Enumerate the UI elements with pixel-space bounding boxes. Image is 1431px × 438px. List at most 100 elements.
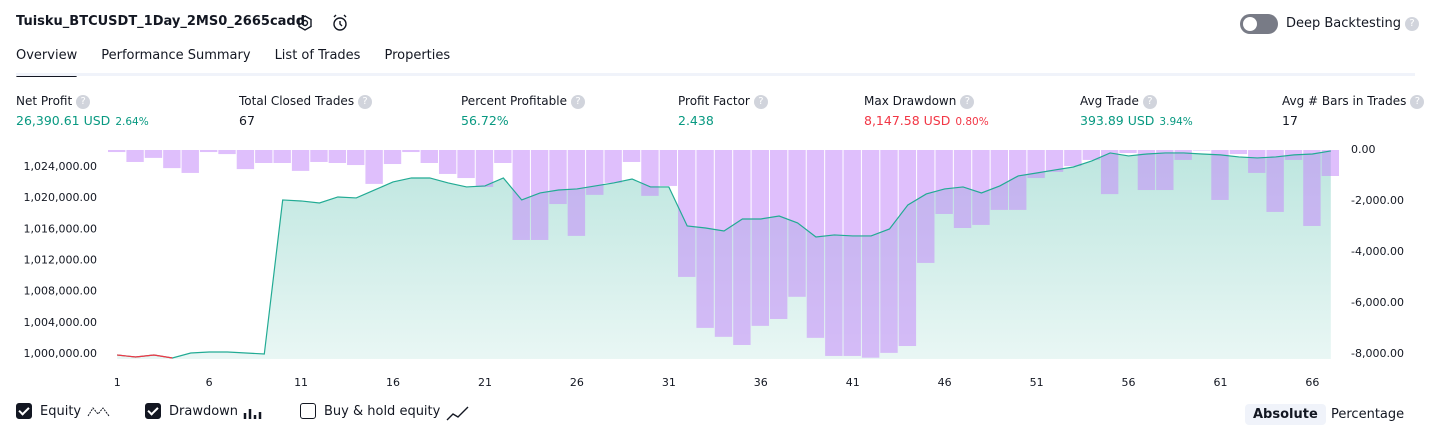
checkbox[interactable] [16,403,32,419]
y2-tick-label: -8,000.00 [1351,347,1404,360]
stat-percent: 0.80% [955,115,989,128]
stat-value-text: 393.89 USD [1080,112,1155,128]
drawdown-bar [181,150,199,173]
drawdown-bar [438,150,457,174]
x-tick-label: 61 [1213,376,1227,389]
x-tick-label: 21 [478,376,492,389]
tab[interactable]: Performance Summary [101,48,251,63]
stat-label-text: Max Drawdown [864,94,957,108]
help-icon[interactable]: ? [1405,16,1420,31]
stat-label: Net Profit? [16,94,149,109]
drawdown-bar [1027,150,1045,179]
drawdown-bar [236,150,255,170]
stat-label: Total Closed Trades? [239,94,373,109]
drawdown-bar [457,150,475,179]
x-tick-label: 66 [1305,376,1319,389]
drawdown-bar [1100,150,1119,195]
drawdown-bar [1009,150,1027,210]
drawdown-bar [549,150,567,205]
drawdown-bar [935,150,953,214]
y-tick-label: 1,016,000.00 [24,222,97,235]
legend-label: Drawdown [169,403,239,419]
y2-tick-label: 0.00 [1351,143,1376,156]
checkbox[interactable] [300,403,316,419]
tabs: Overview Performance Summary List of Trade… [16,48,451,77]
stat-label: Avg Trade? [1080,94,1193,109]
legend-item[interactable]: Buy & hold equity [300,403,440,419]
drawdown-bar [218,150,236,155]
drawdown-bar [1064,150,1082,167]
tab[interactable]: Overview [16,48,78,77]
stat-percent: 3.94% [1159,115,1193,128]
drawdown-bar [1248,150,1266,173]
drawdown-bar [696,150,714,328]
tab[interactable]: List of Trades [274,48,361,63]
y2-tick-label: -2,000.00 [1351,194,1404,207]
drawdown-bar [769,150,788,319]
drawdown-bar [420,150,438,163]
help-icon[interactable]: ? [358,94,373,109]
drawdown-bar [328,150,347,163]
drawdown-bar [144,150,163,158]
help-icon[interactable]: ? [1142,94,1157,109]
drawdown-bar [273,150,291,163]
legend-label: Buy & hold equity [324,403,441,419]
stat-label-text: Net Profit [16,94,73,108]
help-icon[interactable]: ? [960,94,975,109]
drawdown-bar [291,150,310,171]
drawdown-bar [310,150,328,162]
help-icon[interactable]: ? [570,94,585,109]
drawdown-bar [880,150,898,353]
drawdown-bar [255,150,273,163]
y-tick-label: 1,008,000.00 [24,285,97,298]
drawdown-bar [567,150,586,236]
stat: Avg # Bars in Trades? 17 [1282,94,1425,128]
stat-value: 8,147.58 USD 0.80% [864,113,989,128]
strategy-title: Tuisku_BTCUSDT_1Day_2MS0_2665cadd [16,14,306,29]
drawdown-bar [1266,150,1284,212]
drawdown-bar [751,150,769,326]
drawdown-bar [622,150,641,162]
help-icon[interactable]: ? [753,94,768,109]
stat-label: Max Drawdown? [864,94,989,109]
drawdown-bar [604,150,622,183]
legend-item[interactable]: Equity [16,403,81,419]
drawdown-bar [402,150,420,153]
legend-item[interactable]: Drawdown [145,403,238,419]
deep-backtesting-toggle[interactable] [1240,14,1278,34]
stat-label-text: Avg Trade [1080,94,1139,108]
drawdown-bar [586,150,604,195]
drawdown-bar [512,150,530,240]
stat: Percent Profitable? 56.72% [461,94,585,128]
stat: Total Closed Trades? 67 [239,94,373,128]
legend-label: Equity [40,403,82,419]
drawdown-bar [1321,150,1339,176]
mode-button[interactable]: Percentage [1331,407,1405,422]
drawdown-bar [678,150,696,277]
help-icon[interactable]: ? [76,94,91,109]
drawdown-bar [1156,150,1174,191]
tab[interactable]: Properties [384,48,451,63]
drawdown-bar [1137,150,1156,191]
stat-value-text: 26,390.61 USD [16,112,111,128]
drawdown-bar [659,150,678,186]
x-tick-label: 46 [938,376,952,389]
stat-value-text: 67 [239,112,255,128]
drawdown-bar [475,150,494,187]
drawdown-bar [714,150,733,337]
drawdown-bar [108,150,126,153]
drawdown-bar [1229,150,1248,155]
drawdown-bar [1303,150,1321,226]
y-tick-label: 1,004,000.00 [24,316,97,329]
drawdown-bar [953,150,972,228]
drawdown-bar [1045,150,1064,172]
stat-label: Avg # Bars in Trades? [1282,94,1425,109]
stat-value: 56.72% [461,113,585,128]
help-icon[interactable]: ? [1410,94,1425,109]
checkbox[interactable] [145,403,161,419]
drawdown-bar [806,150,825,338]
x-tick-label: 6 [206,376,213,389]
drawdown-bar [530,150,549,240]
mode-button[interactable]: Absolute [1245,404,1326,425]
